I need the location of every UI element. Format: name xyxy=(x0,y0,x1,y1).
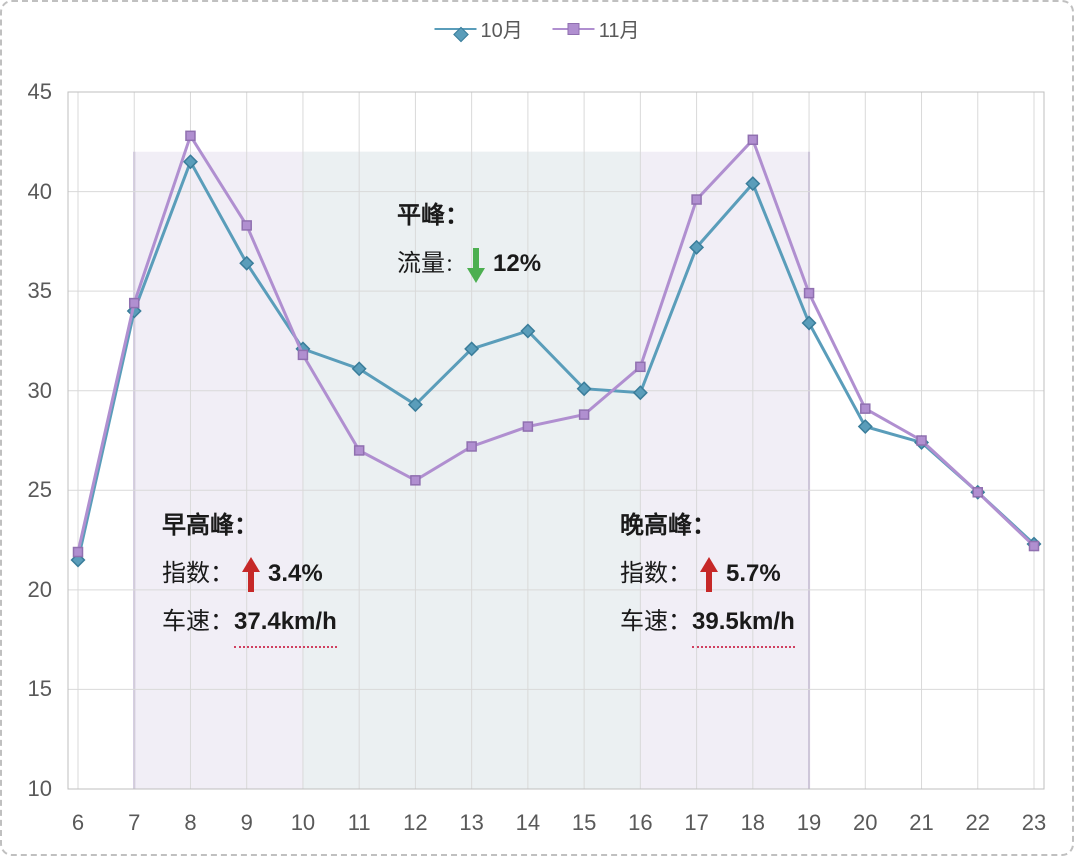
annotation-flat-peak: 平峰： 流量： 12% xyxy=(397,192,541,288)
arrow-down-icon xyxy=(465,246,487,284)
legend-line-oct xyxy=(434,28,476,30)
x-tick-label: 7 xyxy=(128,810,140,836)
x-tick-label: 9 xyxy=(241,810,253,836)
evening-index-value: 5.7% xyxy=(726,560,781,587)
x-tick-label: 14 xyxy=(516,810,540,836)
flat-peak-title: 平峰： xyxy=(397,202,469,229)
legend-line-nov xyxy=(553,28,595,30)
evening-index-label: 指数： xyxy=(620,560,692,587)
x-tick-label: 8 xyxy=(184,810,196,836)
chart-container: 10月 11月 平峰： 流量：12% 早高峰： 指数：3.4% 车速：37.4k… xyxy=(0,0,1074,856)
legend-item-oct: 10月 xyxy=(434,14,522,43)
x-tick-label: 19 xyxy=(797,810,821,836)
arrow-up-icon xyxy=(698,556,720,594)
legend-item-nov: 11月 xyxy=(553,14,640,43)
x-tick-label: 21 xyxy=(909,810,933,836)
flat-peak-label: 流量 xyxy=(397,250,445,277)
y-tick-label: 40 xyxy=(16,179,52,205)
y-tick-label: 15 xyxy=(16,676,52,702)
legend-label-nov: 11月 xyxy=(599,14,640,43)
morning-speed-value: 37.4km/h xyxy=(234,598,337,648)
x-tick-label: 20 xyxy=(853,810,877,836)
evening-speed-value: 39.5km/h xyxy=(692,598,795,648)
x-tick-label: 12 xyxy=(403,810,427,836)
x-tick-label: 18 xyxy=(741,810,765,836)
morning-speed-label: 车速： xyxy=(162,608,234,635)
x-tick-label: 10 xyxy=(291,810,315,836)
arrow-up-icon xyxy=(240,556,262,594)
legend-label-oct: 10月 xyxy=(480,14,522,43)
x-tick-label: 16 xyxy=(628,810,652,836)
x-tick-label: 23 xyxy=(1022,810,1046,836)
annotation-evening-peak: 晚高峰： 指数： 5.7% 车速：39.5km/h xyxy=(620,502,795,648)
y-tick-label: 25 xyxy=(16,477,52,503)
x-tick-label: 15 xyxy=(572,810,596,836)
x-tick-label: 6 xyxy=(72,810,84,836)
flat-peak-colon: ： xyxy=(445,255,463,275)
chart-legend: 10月 11月 xyxy=(434,14,639,43)
evening-speed-label: 车速： xyxy=(620,608,692,635)
y-tick-label: 45 xyxy=(16,79,52,105)
x-tick-label: 11 xyxy=(348,810,371,836)
morning-title: 早高峰： xyxy=(162,512,258,539)
x-tick-label: 22 xyxy=(966,810,990,836)
plot-area xyxy=(60,52,1052,799)
chart-svg xyxy=(60,52,1052,799)
y-tick-label: 30 xyxy=(16,378,52,404)
annotation-morning-peak: 早高峰： 指数： 3.4% 车速：37.4km/h xyxy=(162,502,337,648)
morning-index-label: 指数： xyxy=(162,560,234,587)
evening-title: 晚高峰： xyxy=(620,512,716,539)
morning-index-value: 3.4% xyxy=(268,560,323,587)
flat-peak-value: 12% xyxy=(493,250,541,277)
y-tick-label: 35 xyxy=(16,278,52,304)
x-tick-label: 13 xyxy=(459,810,483,836)
y-tick-label: 10 xyxy=(16,776,52,802)
y-tick-label: 20 xyxy=(16,577,52,603)
x-tick-label: 17 xyxy=(684,810,708,836)
